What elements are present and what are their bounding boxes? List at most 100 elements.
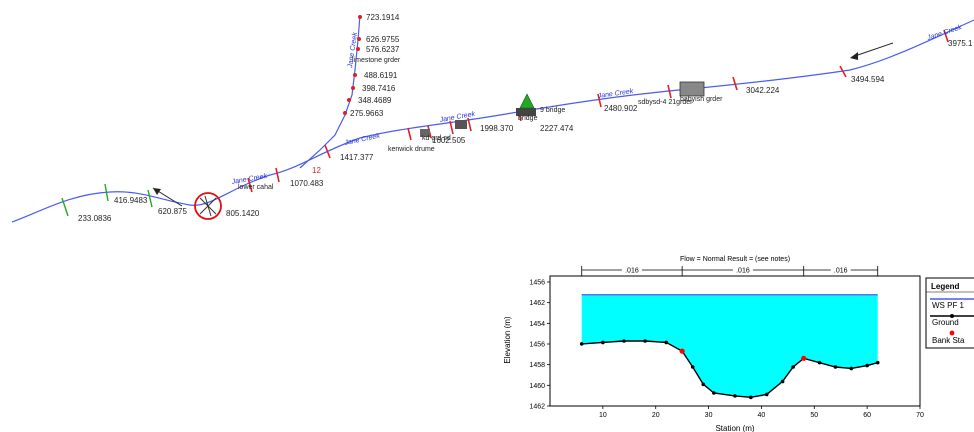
station-label[interactable]: 416.9483 xyxy=(114,196,148,205)
station-label[interactable]: 805.1420 xyxy=(226,209,260,218)
junction-marker-label[interactable]: 12 xyxy=(312,166,321,175)
flow-arrow-icon xyxy=(152,187,183,207)
station-label[interactable]: 620.875 xyxy=(158,207,187,216)
xs-marker[interactable] xyxy=(467,117,472,132)
station-label[interactable]: 2480.902 xyxy=(604,104,638,113)
station-label[interactable]: 348.4689 xyxy=(358,96,392,105)
y-tick-label: 1458 xyxy=(529,362,545,369)
manning-n-label: .016 xyxy=(625,268,639,275)
selected-node-highlight[interactable] xyxy=(194,192,222,220)
station-label[interactable]: 576.6237 xyxy=(366,45,400,54)
y-tick-label: 1456 xyxy=(529,280,545,287)
xs-marker[interactable] xyxy=(247,177,253,193)
structure-label[interactable]: babyish grder xyxy=(680,96,723,103)
cross-section-chart[interactable]: Flow = Normal Result = (see notes) .016.… xyxy=(490,255,930,432)
y-tick-label: 1454 xyxy=(529,321,545,328)
ground-point xyxy=(733,394,737,398)
ground-point xyxy=(690,365,695,369)
xs-marker[interactable] xyxy=(147,189,153,208)
x-tick-label: 50 xyxy=(810,412,818,419)
xs-marker[interactable] xyxy=(407,127,412,141)
xs-point[interactable] xyxy=(347,98,351,102)
ground-point xyxy=(601,340,605,345)
legend-item: Ground xyxy=(932,318,959,327)
y-tick-label: 1462 xyxy=(529,404,545,411)
structure-label[interactable]: bridge xyxy=(518,115,538,122)
y-tick-label: 1462 xyxy=(529,300,545,307)
station-label[interactable]: 3042.224 xyxy=(746,86,780,95)
station-label[interactable]: 1602.505 xyxy=(432,136,466,145)
station-label[interactable]: 1417.377 xyxy=(340,153,374,162)
station-label[interactable]: 723.1914 xyxy=(366,13,400,22)
legend-title: Legend xyxy=(931,282,960,291)
station-label[interactable]: 626.9755 xyxy=(366,35,400,44)
tributary-reach-line[interactable] xyxy=(299,14,361,169)
weir-structure[interactable] xyxy=(516,93,536,116)
station-label[interactable]: 488.6191 xyxy=(364,71,398,80)
x-tick-label: 60 xyxy=(863,412,871,419)
xs-marker[interactable] xyxy=(61,197,69,217)
reach-label[interactable]: Jane Creek xyxy=(596,88,634,100)
xs-point[interactable] xyxy=(358,15,362,19)
xs-point[interactable] xyxy=(351,86,355,90)
x-tick-label: 40 xyxy=(758,412,766,419)
legend-bank-swatch xyxy=(949,330,955,336)
bank-station-point xyxy=(801,355,807,361)
structure-labels: kenwick drume kd grd sd bridge 9 bridge … xyxy=(238,96,723,191)
manning-label-bg xyxy=(830,265,851,274)
tributary-xs-markers[interactable] xyxy=(343,15,362,115)
reach-label[interactable]: Jane Creek xyxy=(343,133,381,148)
xs-marker[interactable] xyxy=(449,120,454,135)
xs-point[interactable] xyxy=(356,47,360,51)
legend-item: WS PF 1 xyxy=(932,301,965,310)
cross-section-markers[interactable] xyxy=(61,29,949,217)
xs-point[interactable] xyxy=(357,37,361,41)
structure-label[interactable]: sdbysd-4 21grder xyxy=(638,99,693,106)
ground-point xyxy=(791,365,795,369)
xs-point[interactable] xyxy=(353,73,357,77)
ground-point xyxy=(622,339,626,343)
manning-n-label: .016 xyxy=(834,268,848,275)
structure-label[interactable]: kenwick drume xyxy=(388,146,435,153)
xs-marker[interactable] xyxy=(839,65,847,78)
manning-label-bg xyxy=(732,265,753,274)
station-label[interactable]: 1070.483 xyxy=(290,179,324,188)
station-label[interactable]: 233.0836 xyxy=(78,214,112,223)
legend-item: Bank Sta xyxy=(932,336,965,345)
xs-marker[interactable] xyxy=(732,76,738,91)
structure-label[interactable]: 9 bridge xyxy=(540,107,565,114)
x-tick-label: 20 xyxy=(652,412,660,419)
bridge-structure[interactable] xyxy=(679,81,705,97)
x-tick-label: 30 xyxy=(705,412,713,419)
xs-marker[interactable] xyxy=(275,167,280,183)
xs-point[interactable] xyxy=(343,111,347,115)
structure-label[interactable]: lower cahal xyxy=(238,184,274,191)
station-label[interactable]: 1998.370 xyxy=(480,124,514,133)
y-tick-label: 1456 xyxy=(529,342,545,349)
main-reach-line[interactable] xyxy=(11,19,974,223)
culvert-structure[interactable] xyxy=(455,120,467,129)
ground-point xyxy=(749,395,753,400)
legend[interactable]: Legend WS PF 1 Ground Bank Sta xyxy=(925,277,974,349)
station-label[interactable]: 275.9663 xyxy=(350,109,384,118)
station-label[interactable]: 2227.474 xyxy=(540,124,574,133)
structure-label[interactable]: kd grd sd xyxy=(422,135,451,142)
xs-marker[interactable] xyxy=(597,93,602,108)
station-label[interactable]: 3494.594 xyxy=(851,75,885,84)
inline-structure[interactable] xyxy=(420,129,430,137)
ground-point xyxy=(701,382,706,387)
tributary-station-labels: 723.1914 626.9755 576.6237 limestone grd… xyxy=(350,13,401,118)
ground-point xyxy=(780,379,785,384)
water-fill xyxy=(581,294,878,398)
xs-marker[interactable] xyxy=(667,84,672,99)
flow-arrow-icon xyxy=(850,42,894,60)
xs-marker[interactable] xyxy=(104,183,109,202)
xs-marker[interactable] xyxy=(324,144,331,159)
station-label[interactable]: 398.7416 xyxy=(362,84,396,93)
ground-point xyxy=(865,363,869,368)
ground-point xyxy=(764,392,769,397)
xs-marker[interactable] xyxy=(943,29,949,43)
structure-label[interactable]: limestone grder xyxy=(352,57,401,64)
station-label[interactable]: 3975.1 xyxy=(948,39,973,48)
